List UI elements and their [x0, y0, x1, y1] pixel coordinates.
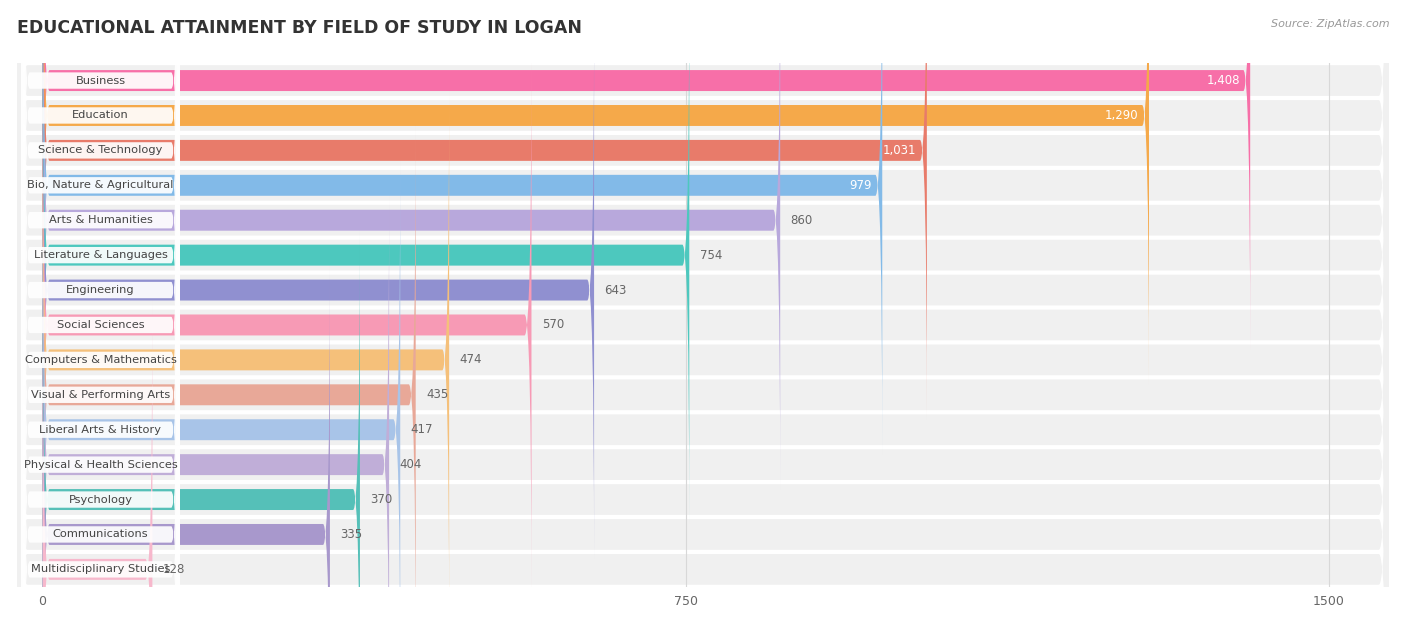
Text: 570: 570: [541, 319, 564, 331]
FancyBboxPatch shape: [17, 0, 1389, 554]
FancyBboxPatch shape: [17, 0, 1389, 631]
Text: Communications: Communications: [52, 529, 148, 540]
Text: Source: ZipAtlas.com: Source: ZipAtlas.com: [1271, 19, 1389, 29]
FancyBboxPatch shape: [17, 0, 1389, 589]
FancyBboxPatch shape: [42, 126, 416, 631]
FancyBboxPatch shape: [21, 89, 180, 631]
Text: Business: Business: [76, 76, 125, 86]
Text: Social Sciences: Social Sciences: [56, 320, 145, 330]
FancyBboxPatch shape: [42, 196, 389, 631]
FancyBboxPatch shape: [21, 0, 180, 596]
FancyBboxPatch shape: [17, 131, 1389, 631]
Text: 1,290: 1,290: [1105, 109, 1139, 122]
FancyBboxPatch shape: [42, 0, 1250, 350]
FancyBboxPatch shape: [17, 0, 1389, 519]
Text: Engineering: Engineering: [66, 285, 135, 295]
Text: 979: 979: [849, 179, 872, 192]
Text: Liberal Arts & History: Liberal Arts & History: [39, 425, 162, 435]
FancyBboxPatch shape: [21, 0, 180, 422]
FancyBboxPatch shape: [17, 0, 1389, 631]
FancyBboxPatch shape: [42, 0, 780, 489]
Text: Computers & Mathematics: Computers & Mathematics: [24, 355, 176, 365]
FancyBboxPatch shape: [21, 124, 180, 631]
Text: Physical & Health Sciences: Physical & Health Sciences: [24, 459, 177, 469]
FancyBboxPatch shape: [17, 96, 1389, 631]
FancyBboxPatch shape: [42, 91, 449, 628]
Text: EDUCATIONAL ATTAINMENT BY FIELD OF STUDY IN LOGAN: EDUCATIONAL ATTAINMENT BY FIELD OF STUDY…: [17, 19, 582, 37]
Text: Education: Education: [72, 110, 129, 121]
Text: 474: 474: [460, 353, 482, 367]
FancyBboxPatch shape: [42, 0, 882, 454]
Text: Multidisciplinary Studies: Multidisciplinary Studies: [31, 564, 170, 574]
FancyBboxPatch shape: [21, 194, 180, 631]
FancyBboxPatch shape: [17, 0, 1389, 624]
Text: 643: 643: [605, 283, 627, 297]
FancyBboxPatch shape: [42, 300, 152, 631]
FancyBboxPatch shape: [21, 0, 180, 631]
Text: Science & Technology: Science & Technology: [38, 145, 163, 155]
Text: 1,031: 1,031: [883, 144, 917, 157]
FancyBboxPatch shape: [17, 0, 1389, 631]
Text: Visual & Performing Arts: Visual & Performing Arts: [31, 390, 170, 400]
FancyBboxPatch shape: [42, 21, 595, 559]
FancyBboxPatch shape: [42, 0, 1149, 384]
FancyBboxPatch shape: [17, 0, 1389, 631]
FancyBboxPatch shape: [21, 0, 180, 456]
FancyBboxPatch shape: [21, 19, 180, 631]
FancyBboxPatch shape: [17, 0, 1389, 631]
Text: 128: 128: [163, 563, 186, 576]
Text: 417: 417: [411, 423, 433, 436]
FancyBboxPatch shape: [21, 228, 180, 631]
FancyBboxPatch shape: [21, 0, 180, 492]
Text: 370: 370: [370, 493, 392, 506]
FancyBboxPatch shape: [17, 166, 1389, 631]
FancyBboxPatch shape: [42, 0, 927, 419]
FancyBboxPatch shape: [21, 0, 180, 526]
Text: 754: 754: [700, 249, 721, 262]
FancyBboxPatch shape: [17, 26, 1389, 631]
Text: 435: 435: [426, 388, 449, 401]
FancyBboxPatch shape: [21, 54, 180, 631]
Text: 404: 404: [399, 458, 422, 471]
Text: Psychology: Psychology: [69, 495, 132, 505]
Text: 335: 335: [340, 528, 363, 541]
FancyBboxPatch shape: [42, 266, 330, 631]
FancyBboxPatch shape: [42, 161, 401, 631]
FancyBboxPatch shape: [17, 61, 1389, 631]
FancyBboxPatch shape: [42, 0, 689, 524]
FancyBboxPatch shape: [21, 0, 180, 631]
Text: Arts & Humanities: Arts & Humanities: [49, 215, 152, 225]
FancyBboxPatch shape: [21, 0, 180, 561]
FancyBboxPatch shape: [17, 0, 1389, 484]
Text: Bio, Nature & Agricultural: Bio, Nature & Agricultural: [27, 180, 174, 191]
Text: 1,408: 1,408: [1206, 74, 1240, 87]
Text: Literature & Languages: Literature & Languages: [34, 250, 167, 260]
FancyBboxPatch shape: [42, 231, 360, 631]
Text: 860: 860: [790, 214, 813, 227]
FancyBboxPatch shape: [21, 158, 180, 631]
FancyBboxPatch shape: [42, 56, 531, 594]
